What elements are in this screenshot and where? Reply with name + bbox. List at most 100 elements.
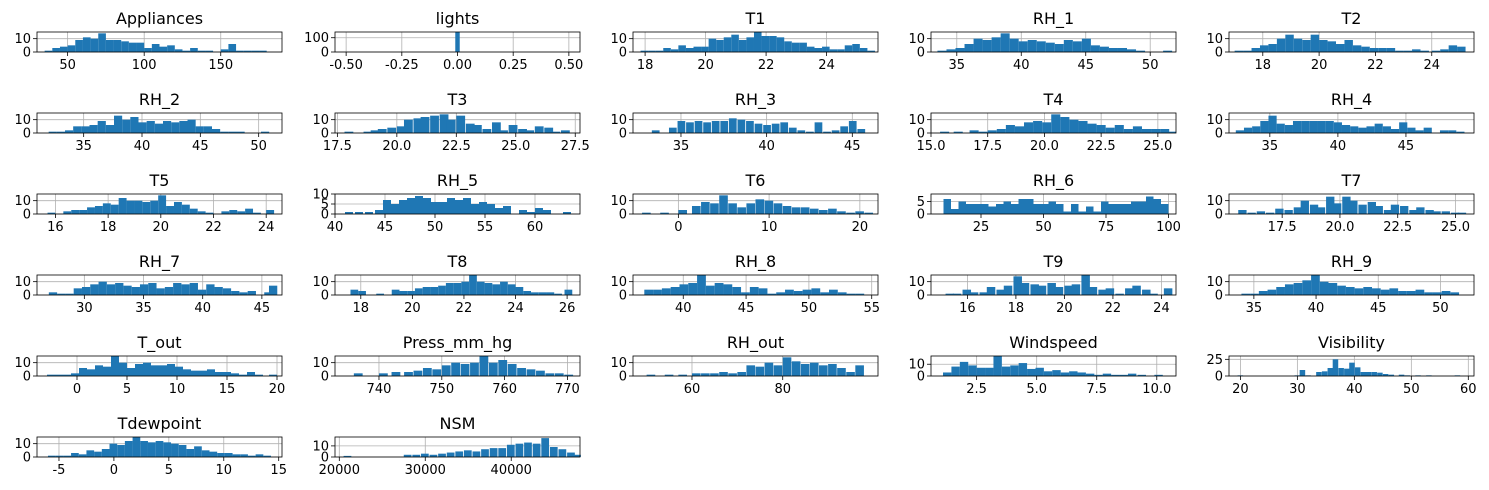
histogram-bar <box>212 129 221 133</box>
histogram-bar <box>793 291 803 295</box>
histogram-bar <box>1069 119 1079 133</box>
x-tick-label: 35 <box>75 139 92 154</box>
histogram-bar <box>799 42 807 52</box>
histogram-bar <box>991 37 1001 52</box>
histogram-bar <box>463 450 472 457</box>
histogram-bar <box>266 210 275 214</box>
y-tick-label: 0 <box>619 46 627 61</box>
histogram-bar <box>678 210 687 214</box>
histogram-bar <box>363 131 373 133</box>
histogram-bar <box>189 208 198 214</box>
histogram-bar <box>737 372 746 376</box>
histogram-bar <box>81 287 91 295</box>
histogram-bar <box>123 285 132 295</box>
histogram-bar <box>413 118 423 133</box>
histogram-bar <box>549 447 558 457</box>
x-tick-label: 55 <box>863 301 880 316</box>
histogram-bar <box>151 365 159 376</box>
histogram-bar <box>1285 34 1294 52</box>
histogram-bar <box>749 287 759 295</box>
histogram-bar <box>1259 45 1269 52</box>
histogram-bar <box>78 454 87 457</box>
histogram-bar <box>461 281 470 295</box>
subplot-nsm: 20000 30000 40000 010 NSM <box>312 414 581 478</box>
axes-frame <box>1228 112 1475 134</box>
x-tick-label: 22 <box>205 220 222 235</box>
histogram-bar <box>1081 275 1090 295</box>
histogram-bar <box>432 369 442 376</box>
axes-frame <box>36 436 283 458</box>
histogram-bar <box>187 119 196 133</box>
histogram-bar <box>1293 207 1303 214</box>
x-tick-label: 50 <box>427 220 444 235</box>
histogram-bar <box>1316 207 1326 214</box>
x-tick-label: 75 <box>1098 220 1115 235</box>
histogram-bar <box>951 366 960 376</box>
histogram-bar <box>1131 201 1139 214</box>
histogram-bar <box>1241 293 1251 295</box>
histogram-bar <box>1247 212 1256 214</box>
histogram-bar <box>517 368 526 376</box>
histogram-bar <box>197 50 206 52</box>
histogram-bar <box>399 291 408 295</box>
y-tick-label: 0 <box>619 289 627 304</box>
histogram-bar <box>1037 285 1047 295</box>
histogram-bar <box>1352 45 1362 52</box>
histogram-bar <box>1251 48 1260 52</box>
histogram-bar <box>1072 41 1082 52</box>
histogram-bar <box>239 292 248 295</box>
histogram-bar <box>527 212 535 214</box>
histogram-bar <box>1114 125 1124 133</box>
y-tick-label: 0 <box>23 370 31 385</box>
histogram-bar <box>691 206 701 214</box>
histogram-bar <box>181 284 190 295</box>
y-tick-label: 0 <box>1215 370 1223 385</box>
x-tick-label: 22 <box>1367 58 1384 73</box>
x-tick-label: 100 <box>132 58 157 73</box>
x-tick-label: 5 <box>123 382 131 397</box>
histogram-bar <box>1440 49 1449 52</box>
histogram-bar <box>1026 199 1034 214</box>
histogram-bar <box>694 121 703 133</box>
x-tick-label: 30 <box>1289 382 1306 397</box>
histogram-bar <box>110 204 119 214</box>
histogram-bar <box>986 287 996 295</box>
histogram-bar <box>236 50 244 52</box>
x-tick-label: 40 <box>1013 58 1030 73</box>
histogram-bar <box>259 50 267 52</box>
histogram-bar <box>828 364 837 376</box>
histogram-bar <box>1448 130 1457 133</box>
y-tick-label: 10 <box>610 275 627 290</box>
histogram-bar <box>1011 204 1019 214</box>
histogram-bar <box>1406 291 1416 295</box>
histogram-bar <box>951 209 959 214</box>
histogram-bar <box>1302 280 1312 295</box>
histogram-bar <box>543 210 551 214</box>
histogram-bar <box>438 453 446 457</box>
x-tick-label: 22.5 <box>1087 139 1116 154</box>
histogram-bar <box>81 126 90 133</box>
y-tick-label: 0 <box>321 127 329 142</box>
histogram-bar <box>982 40 992 52</box>
histogram-bar <box>94 206 103 214</box>
histogram-bar <box>469 275 477 295</box>
x-tick-label: 0 <box>674 220 682 235</box>
y-tick-label: 0 <box>23 289 31 304</box>
histogram-bar <box>124 441 133 457</box>
histogram-bar <box>731 34 739 52</box>
histogram-bar <box>1086 206 1094 214</box>
histogram-bar <box>785 289 794 295</box>
histogram-bar <box>263 455 272 457</box>
histogram-bar <box>183 369 191 376</box>
histogram-bar <box>63 374 71 376</box>
histogram-bar <box>506 444 515 457</box>
y-tick-label: 0 <box>917 289 925 304</box>
histogram-bar <box>1338 368 1344 376</box>
histogram-bar <box>1001 366 1011 376</box>
histogram-bar <box>508 125 518 133</box>
histogram-bar <box>852 44 860 52</box>
histogram-bar <box>1328 283 1338 295</box>
histogram-bar <box>840 126 849 133</box>
x-tick-label: 20 <box>269 382 286 397</box>
y-tick-label: 100 <box>304 31 329 46</box>
